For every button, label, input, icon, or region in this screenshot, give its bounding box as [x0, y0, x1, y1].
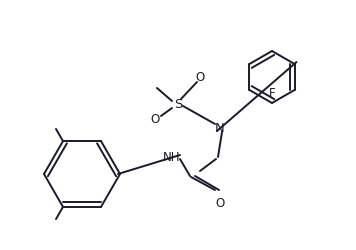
Text: NH: NH	[163, 151, 181, 164]
Text: S: S	[174, 98, 182, 111]
Text: F: F	[269, 87, 275, 100]
Text: O: O	[195, 71, 205, 84]
Text: N: N	[215, 121, 225, 134]
Text: O: O	[215, 196, 225, 209]
Text: O: O	[150, 113, 159, 126]
